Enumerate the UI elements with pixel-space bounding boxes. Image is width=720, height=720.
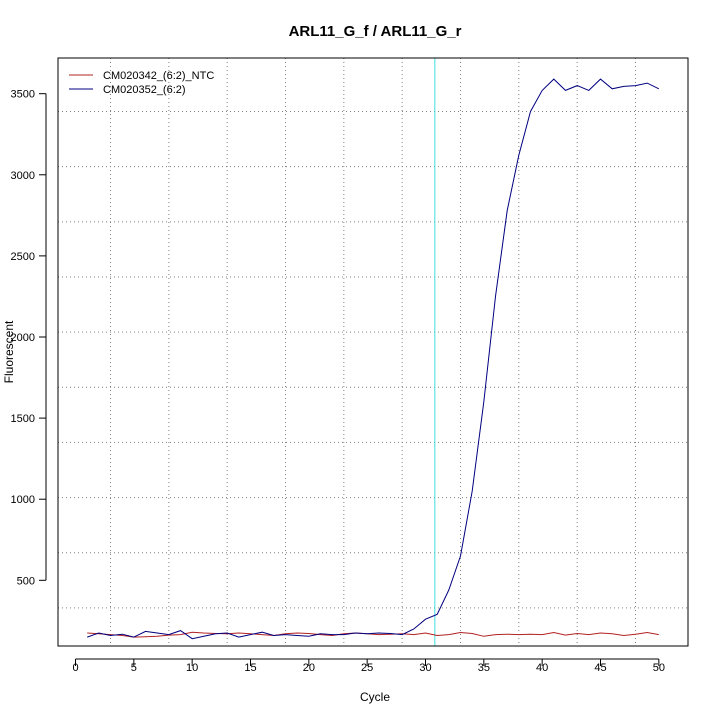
grid bbox=[58, 58, 688, 646]
y-axis-label: Fluorescent bbox=[2, 320, 16, 383]
legend-label: CM020352_(6:2) bbox=[103, 84, 186, 96]
legend-label: CM020342_(6:2)_NTC bbox=[103, 70, 214, 82]
series-line bbox=[87, 78, 660, 640]
x-axis-label: Cycle bbox=[360, 690, 390, 704]
series-lines bbox=[87, 78, 660, 640]
x-tick-label: 0 bbox=[72, 662, 78, 674]
x-tick-label: 5 bbox=[131, 662, 137, 674]
x-tick-label: 40 bbox=[536, 662, 548, 674]
y-tick-label: 2000 bbox=[11, 332, 35, 344]
plot-frame bbox=[57, 57, 689, 647]
x-tick-label: 25 bbox=[361, 662, 373, 674]
y-tick-label: 3500 bbox=[11, 89, 35, 101]
x-axis: 0 5 10 15 20 25 30 35 40 45 50 bbox=[72, 658, 665, 674]
chart-title: ARL11_G_f / ARL11_G_r bbox=[289, 23, 462, 40]
x-tick-label: 45 bbox=[594, 662, 606, 674]
series-line bbox=[87, 631, 659, 638]
y-axis: 500 1000 1500 2000 2500 3000 3500 bbox=[11, 89, 47, 587]
legend: CM020342_(6:2)_NTC CM020352_(6:2) bbox=[69, 70, 214, 96]
x-tick-label: 15 bbox=[244, 662, 256, 674]
x-tick-label: 10 bbox=[186, 662, 198, 674]
y-tick-label: 500 bbox=[17, 575, 35, 587]
y-tick-label: 3000 bbox=[11, 170, 35, 182]
y-tick-label: 1500 bbox=[11, 413, 35, 425]
x-tick-label: 35 bbox=[478, 662, 490, 674]
y-tick-label: 1000 bbox=[11, 494, 35, 506]
x-tick-label: 50 bbox=[653, 662, 665, 674]
x-tick-label: 30 bbox=[419, 662, 431, 674]
y-tick-label: 2500 bbox=[11, 251, 35, 263]
x-tick-label: 20 bbox=[303, 662, 315, 674]
